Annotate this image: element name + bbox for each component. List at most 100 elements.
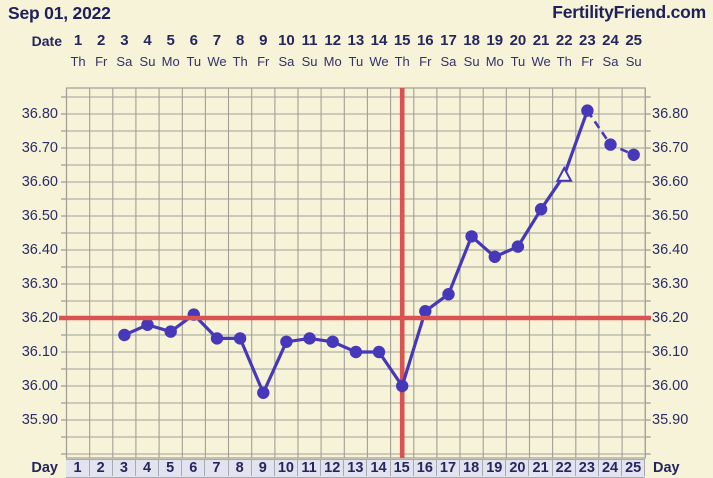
day-number-cell-17: 17 <box>437 459 461 476</box>
weekday-label-day13: Tu <box>348 54 364 69</box>
y-axis-label-right-36.70: 36.70 <box>652 140 689 156</box>
date-number-24: 24 <box>602 32 619 49</box>
data-point-day-4 <box>141 318 154 331</box>
open-triangle-marker-day-22 <box>555 165 573 182</box>
y-axis-label-right-36.80: 36.80 <box>652 106 689 122</box>
day-number-cell-2: 2 <box>90 459 113 476</box>
y-axis-label-left-36.10: 36.10 <box>21 344 58 360</box>
weekday-label-day10: Sa <box>278 54 295 69</box>
y-axis-label-left-36.50: 36.50 <box>21 208 58 224</box>
data-point-day-9 <box>257 386 270 399</box>
weekday-label-day16: Fr <box>419 54 432 69</box>
weekday-label-day8: Th <box>232 54 248 69</box>
day-number-cell-4: 4 <box>136 459 160 476</box>
day-number-cell-8: 8 <box>229 459 252 476</box>
data-point-day-23 <box>581 104 594 117</box>
date-number-17: 17 <box>440 32 457 49</box>
y-axis-label-left-35.90: 35.90 <box>21 412 58 428</box>
weekday-label-day15: Th <box>394 54 410 69</box>
date-number-23: 23 <box>579 32 596 49</box>
y-axis-label-right-36.40: 36.40 <box>652 242 689 258</box>
date-number-25: 25 <box>625 32 642 49</box>
weekday-label-day19: Mo <box>485 54 504 69</box>
data-point-day-3 <box>118 328 131 342</box>
day-number-cell-6: 6 <box>182 459 206 476</box>
day-number-cell-1: 1 <box>67 459 90 476</box>
data-point-day-11 <box>303 332 316 345</box>
data-point-day-17 <box>442 288 455 301</box>
plot-border <box>65 87 646 459</box>
day-number-cell-11: 11 <box>298 459 322 476</box>
date-number-16: 16 <box>416 32 434 49</box>
date-number-7: 7 <box>212 32 222 49</box>
weekday-label-day11: Su <box>301 54 318 69</box>
weekday-label-day20: Tu <box>510 54 526 69</box>
weekday-label-day23: Fr <box>581 54 594 69</box>
data-point-day-16 <box>419 305 432 318</box>
data-point-day-18 <box>465 230 478 243</box>
weekday-label-day14: We <box>369 54 389 69</box>
date-number-3: 3 <box>120 32 129 49</box>
date-number-6: 6 <box>189 32 198 49</box>
date-number-11: 11 <box>301 32 318 49</box>
data-point-day-12 <box>326 335 339 348</box>
date-number-9: 9 <box>259 32 268 49</box>
y-axis-label-left-36.40: 36.40 <box>21 242 58 258</box>
weekday-label-day4: Su <box>139 54 156 69</box>
chart-title-date: Sep 01, 2022 <box>8 3 111 23</box>
day-number-cell-16: 16 <box>414 459 437 476</box>
y-axis-label-right-36.60: 36.60 <box>652 174 689 190</box>
day-number-cell-22: 22 <box>553 459 576 476</box>
day-number-cell-7: 7 <box>205 459 229 476</box>
date-number-22: 22 <box>555 32 573 49</box>
data-point-day-10 <box>280 335 293 348</box>
data-point-day-7 <box>210 332 224 345</box>
day-number-cell-19: 19 <box>483 459 507 476</box>
weekday-label-day24: Sa <box>602 54 619 69</box>
date-number-15: 15 <box>393 32 411 49</box>
date-number-1: 1 <box>73 32 83 49</box>
day-number-cell-12: 12 <box>321 459 345 476</box>
weekday-label-day6: Tu <box>186 54 202 69</box>
date-number-2: 2 <box>97 32 106 49</box>
date-number-4: 4 <box>143 32 152 49</box>
day-number-cell-10: 10 <box>275 459 298 476</box>
data-point-day-20 <box>511 240 525 253</box>
y-axis-label-right-36.10: 36.10 <box>652 344 689 360</box>
date-number-18: 18 <box>463 32 480 49</box>
y-axis-label-right-35.90: 35.90 <box>652 412 689 428</box>
weekday-label-day3: Sa <box>116 54 133 69</box>
y-axis-label-left-36.80: 36.80 <box>21 106 58 122</box>
weekday-label-day7: We <box>207 54 227 69</box>
y-axis-label-left-36.30: 36.30 <box>21 276 58 292</box>
date-number-14: 14 <box>370 32 388 49</box>
weekday-label-day5: Mo <box>161 54 180 69</box>
date-number-13: 13 <box>347 32 365 49</box>
data-point-day-15 <box>396 379 409 393</box>
y-axis-label-left-36.70: 36.70 <box>21 140 58 156</box>
site-logo-text: FertilityFriend.com <box>552 2 706 22</box>
date-number-20: 20 <box>509 32 527 49</box>
date-number-5: 5 <box>166 32 175 49</box>
y-axis-label-right-36.20: 36.20 <box>652 310 689 326</box>
day-number-cell-24: 24 <box>599 459 623 476</box>
day-number-cell-9: 9 <box>252 459 275 476</box>
weekday-label-day22: Th <box>556 54 572 69</box>
date-number-10: 10 <box>278 32 295 49</box>
day-number-cell-5: 5 <box>159 459 183 476</box>
weekday-label-day1: Th <box>70 54 86 69</box>
y-axis-label-left-36.00: 36.00 <box>21 378 58 394</box>
date-number-8: 8 <box>235 32 245 49</box>
weekday-label-day18: Su <box>463 54 480 69</box>
data-point-day-25 <box>627 148 640 161</box>
day-number-cell-18: 18 <box>460 459 484 476</box>
weekday-label-day2: Fr <box>95 54 108 69</box>
day-number-cell-25: 25 <box>622 459 646 476</box>
date-number-21: 21 <box>532 32 550 49</box>
day-number-cell-14: 14 <box>367 459 391 476</box>
day-number-cell-15: 15 <box>391 459 414 476</box>
date-axis-label: Date <box>31 33 62 49</box>
data-point-day-24 <box>604 138 617 151</box>
data-point-day-19 <box>488 250 501 263</box>
